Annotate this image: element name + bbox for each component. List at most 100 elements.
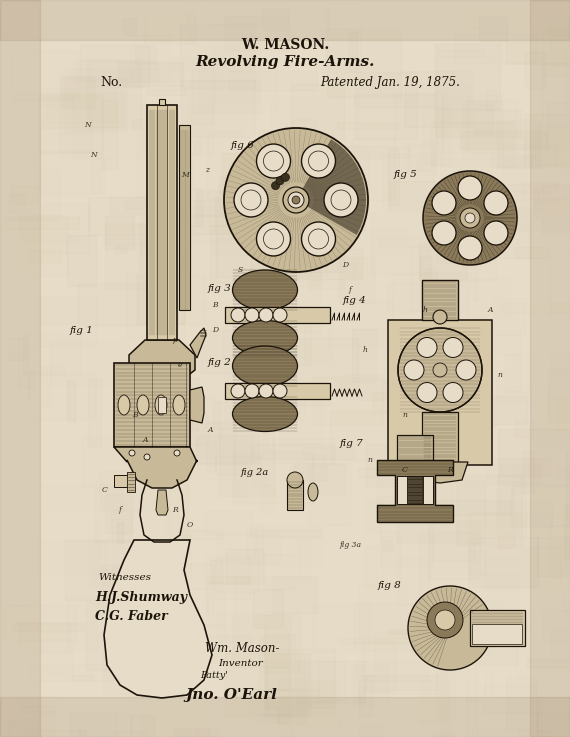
- Bar: [287, 480, 303, 510]
- Bar: [462, 101, 503, 158]
- Text: Patty': Patty': [200, 671, 228, 680]
- Bar: [7, 195, 24, 212]
- Bar: [158, 188, 202, 226]
- Bar: [420, 500, 510, 515]
- Bar: [490, 330, 520, 355]
- Bar: [225, 372, 304, 421]
- Circle shape: [432, 221, 456, 245]
- Bar: [207, 583, 224, 626]
- Bar: [110, 198, 154, 214]
- Text: A: A: [207, 426, 213, 434]
- Bar: [60, 77, 95, 108]
- Ellipse shape: [118, 395, 130, 415]
- Bar: [250, 444, 334, 458]
- Bar: [217, 612, 300, 643]
- Bar: [496, 370, 532, 404]
- Bar: [561, 161, 570, 172]
- Circle shape: [144, 454, 150, 460]
- Bar: [135, 661, 150, 701]
- Ellipse shape: [233, 397, 298, 431]
- Bar: [515, 420, 532, 437]
- Bar: [260, 484, 274, 514]
- Bar: [428, 327, 441, 363]
- Bar: [556, 397, 565, 430]
- Bar: [258, 714, 291, 722]
- Bar: [185, 421, 254, 464]
- Bar: [105, 494, 132, 533]
- Bar: [87, 60, 141, 128]
- Bar: [136, 130, 162, 197]
- Bar: [102, 100, 117, 169]
- Bar: [39, 365, 64, 377]
- Bar: [352, 329, 376, 382]
- Text: B: B: [132, 411, 138, 419]
- Bar: [435, 44, 500, 108]
- Bar: [511, 486, 570, 526]
- Bar: [11, 186, 38, 203]
- Circle shape: [263, 151, 283, 171]
- Bar: [169, 484, 188, 548]
- Bar: [397, 480, 484, 542]
- Bar: [498, 488, 514, 548]
- Bar: [197, 191, 261, 216]
- Bar: [500, 304, 570, 312]
- Bar: [360, 675, 372, 714]
- Bar: [194, 141, 199, 155]
- Bar: [0, 0, 570, 40]
- Bar: [474, 104, 493, 134]
- Bar: [565, 451, 570, 520]
- Bar: [258, 130, 266, 191]
- Bar: [207, 602, 214, 614]
- Bar: [408, 145, 435, 171]
- Bar: [140, 105, 213, 155]
- Bar: [213, 238, 272, 255]
- Bar: [121, 674, 198, 687]
- Bar: [470, 237, 477, 300]
- Bar: [309, 279, 344, 289]
- Circle shape: [292, 196, 300, 204]
- Bar: [125, 200, 145, 209]
- Text: n: n: [402, 411, 408, 419]
- Bar: [32, 540, 107, 574]
- Bar: [154, 274, 205, 324]
- Bar: [479, 396, 527, 425]
- Bar: [380, 237, 441, 248]
- Circle shape: [259, 384, 273, 398]
- Bar: [394, 93, 444, 143]
- Bar: [26, 730, 80, 737]
- Bar: [422, 280, 458, 320]
- Bar: [419, 532, 430, 598]
- Bar: [4, 217, 79, 228]
- Bar: [226, 548, 263, 584]
- Bar: [255, 525, 263, 556]
- Bar: [39, 151, 100, 195]
- Ellipse shape: [137, 395, 149, 415]
- Bar: [388, 320, 492, 465]
- Bar: [487, 464, 540, 483]
- Bar: [79, 210, 89, 228]
- Circle shape: [273, 308, 287, 322]
- Bar: [472, 610, 517, 665]
- Bar: [192, 69, 214, 125]
- Bar: [365, 674, 438, 690]
- Bar: [422, 412, 458, 462]
- Bar: [469, 537, 538, 587]
- Circle shape: [224, 128, 368, 272]
- Circle shape: [271, 181, 279, 189]
- Circle shape: [465, 213, 475, 223]
- Bar: [382, 154, 434, 209]
- Bar: [229, 71, 317, 90]
- Polygon shape: [104, 540, 212, 698]
- Polygon shape: [156, 490, 168, 515]
- Bar: [344, 262, 356, 276]
- Bar: [118, 62, 184, 86]
- Bar: [512, 353, 570, 366]
- Bar: [210, 560, 222, 582]
- Bar: [537, 713, 570, 737]
- Bar: [457, 170, 482, 192]
- Bar: [397, 557, 428, 604]
- Text: p: p: [173, 336, 177, 344]
- Bar: [435, 226, 490, 262]
- Bar: [28, 371, 96, 419]
- Bar: [380, 500, 433, 567]
